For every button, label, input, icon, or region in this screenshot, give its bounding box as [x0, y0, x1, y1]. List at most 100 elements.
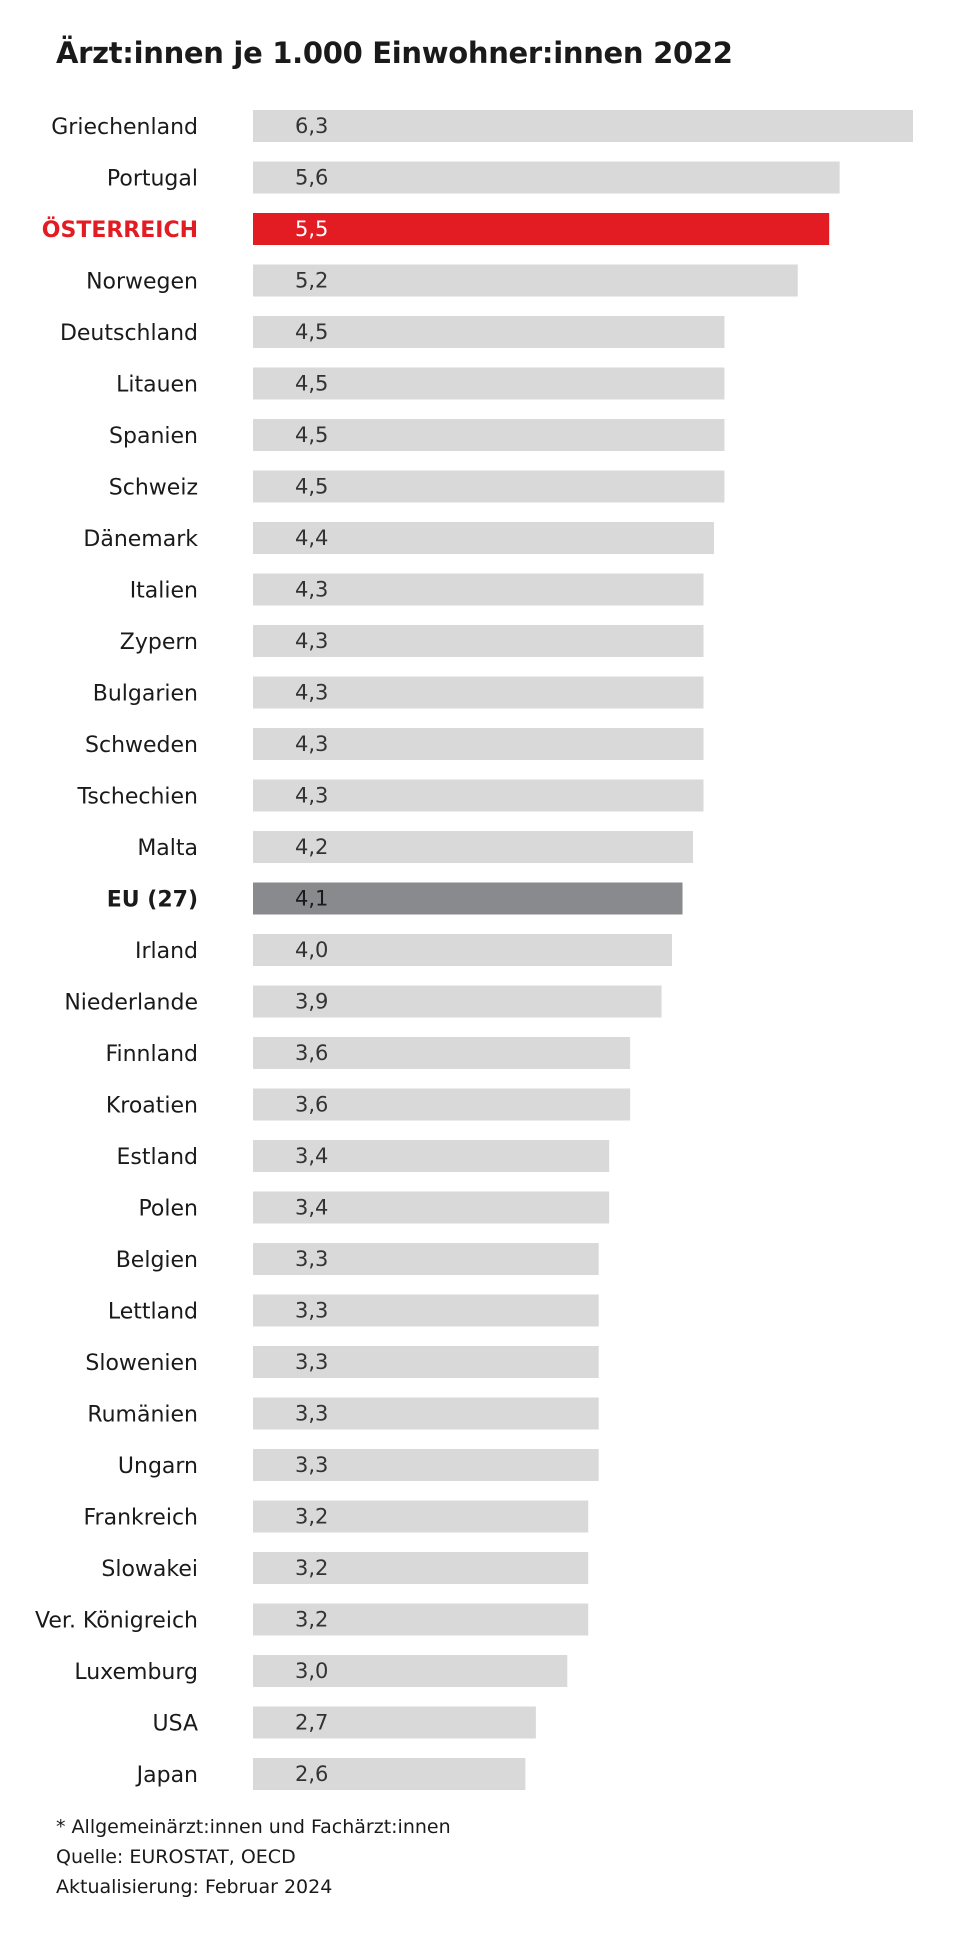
bar-row: Irland 4,0: [135, 934, 673, 966]
bar: [253, 882, 683, 915]
bar: [253, 625, 704, 657]
category-label: Deutschland: [60, 321, 198, 346]
bar-row: ÖSTERREICH 5,5: [42, 213, 830, 245]
bar-value-label: 3,3: [295, 1247, 328, 1271]
category-label: Bulgarien: [93, 682, 198, 707]
bar-row: Ver. Königreich 3,2: [35, 1603, 589, 1636]
bar-value-label: 4,2: [295, 835, 328, 859]
bar-chart: Griechenland 6,3 Portugal 5,6 ÖSTERREICH 5,5 N…: [35, 110, 913, 1790]
category-label: Ungarn: [118, 1454, 198, 1479]
bar: [253, 1655, 568, 1687]
bar-value-label: 4,3: [295, 784, 328, 808]
bar: [253, 110, 913, 142]
bar-value-label: 3,4: [295, 1144, 328, 1168]
bar-value-label: 3,3: [295, 1453, 328, 1477]
bar-value-label: 5,2: [295, 269, 328, 293]
category-label: Slowakei: [101, 1557, 198, 1582]
bar-row: USA 2,7: [152, 1706, 536, 1739]
bar-row: Belgien 3,3: [116, 1243, 599, 1275]
bar-value-label: 3,3: [295, 1299, 328, 1323]
bar-value-label: 3,2: [295, 1556, 328, 1580]
category-label: Polen: [138, 1197, 198, 1222]
bar-row: EU (27) 4,1: [107, 882, 683, 915]
bar-value-label: 4,5: [295, 423, 328, 447]
bar-value-label: 4,3: [295, 732, 328, 756]
bar: [253, 1603, 589, 1636]
bar-row: Polen 3,4: [138, 1191, 610, 1224]
bar-value-label: 4,3: [295, 681, 328, 705]
bar: [253, 161, 840, 194]
bar-value-label: 3,3: [295, 1402, 328, 1426]
category-label: Spanien: [109, 424, 198, 449]
bar-value-label: 4,1: [295, 887, 328, 911]
bar-row: Griechenland 6,3: [51, 110, 913, 142]
bar: [253, 1088, 631, 1121]
bar-value-label: 3,4: [295, 1196, 328, 1220]
bar-row: Norwegen 5,2: [86, 264, 798, 297]
bar-value-label: 4,5: [295, 475, 328, 499]
bar-row: Kroatien 3,6: [106, 1088, 631, 1121]
category-label: Zypern: [120, 630, 198, 655]
category-label: Rumänien: [87, 1403, 198, 1428]
bar: [253, 1758, 526, 1790]
bar: [253, 1706, 536, 1739]
category-label: EU (27): [107, 888, 198, 913]
bar-row: Slowenien 3,3: [85, 1346, 599, 1378]
bar-row: Schweden 4,3: [85, 728, 704, 760]
bar-value-label: 4,5: [295, 372, 328, 396]
category-label: Portugal: [107, 167, 198, 192]
category-label: Malta: [137, 836, 198, 861]
bar-row: Luxemburg 3,0: [74, 1655, 568, 1687]
bar-row: Deutschland 4,5: [60, 316, 725, 348]
bar: [253, 985, 662, 1018]
bar: [253, 934, 673, 966]
bar-row: Frankreich 3,2: [83, 1500, 589, 1533]
bar-value-label: 3,2: [295, 1505, 328, 1529]
bar: [253, 1397, 599, 1430]
bar-row: Dänemark 4,4: [83, 522, 714, 554]
bar-value-label: 4,3: [295, 629, 328, 653]
bar: [253, 470, 725, 503]
category-label: Litauen: [116, 373, 198, 398]
source-note: Quelle: EUROSTAT, OECD: [56, 1846, 296, 1868]
bar-row: Lettland 3,3: [108, 1294, 599, 1327]
bar: [253, 1449, 599, 1481]
bar: [253, 1500, 589, 1533]
bar: [253, 264, 798, 297]
bar: [253, 522, 714, 554]
category-label: Schweden: [85, 733, 198, 758]
bar: [253, 367, 725, 400]
bar-row: Ungarn 3,3: [118, 1449, 599, 1481]
chart-title: Ärzt:innen je 1.000 Einwohner:innen 2022: [56, 36, 733, 70]
bar-value-label: 4,4: [295, 526, 328, 550]
category-label: Slowenien: [85, 1351, 198, 1376]
bar-row: Schweiz 4,5: [109, 470, 725, 503]
bar-row: Malta 4,2: [137, 831, 693, 863]
bar: [253, 573, 704, 606]
bar: [253, 1346, 599, 1378]
category-label: ÖSTERREICH: [42, 217, 198, 243]
bar-row: Japan 2,6: [135, 1758, 526, 1790]
update-note: Aktualisierung: Februar 2024: [56, 1876, 333, 1898]
category-label: Schweiz: [109, 476, 198, 501]
category-label: Dänemark: [83, 527, 198, 552]
bar: [253, 316, 725, 348]
bar: [253, 1552, 589, 1584]
category-label: Japan: [135, 1763, 198, 1788]
bar: [253, 1243, 599, 1275]
bar-row: Zypern 4,3: [120, 625, 704, 657]
bar: [253, 831, 693, 863]
category-label: Estland: [117, 1145, 199, 1170]
bar-row: Finnland 3,6: [105, 1037, 631, 1069]
bar-row: Italien 4,3: [130, 573, 704, 606]
bar-value-label: 4,3: [295, 578, 328, 602]
bar: [253, 1037, 631, 1069]
bar-row: Slowakei 3,2: [101, 1552, 589, 1584]
category-label: Luxemburg: [74, 1660, 198, 1685]
bar-value-label: 5,5: [295, 217, 328, 241]
bar-value-label: 6,3: [295, 114, 328, 138]
footnote: * Allgemeinärzt:innen und Fachärzt:innen: [56, 1816, 451, 1838]
bar-value-label: 2,7: [295, 1711, 328, 1735]
bar-row: Litauen 4,5: [116, 367, 725, 400]
bar-value-label: 4,5: [295, 320, 328, 344]
